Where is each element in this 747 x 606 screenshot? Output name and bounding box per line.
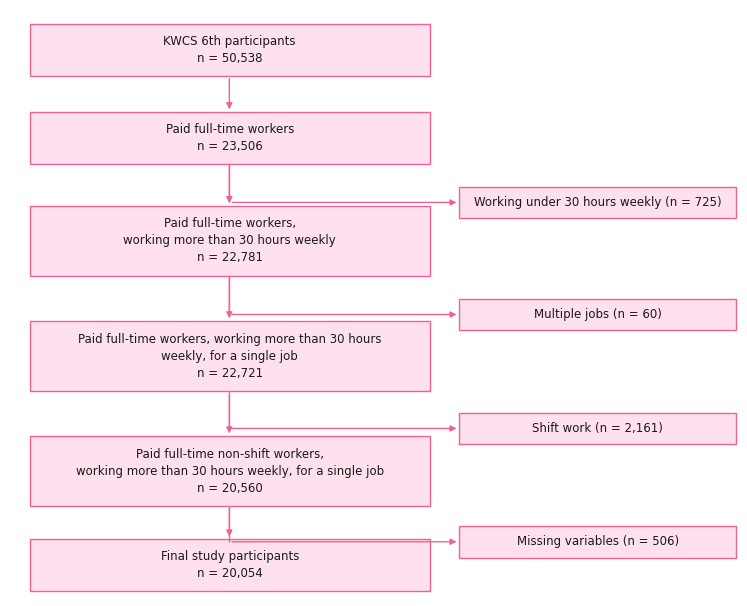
Text: KWCS 6th participants
n = 50,538: KWCS 6th participants n = 50,538 [164,35,296,65]
FancyBboxPatch shape [459,413,736,444]
FancyBboxPatch shape [459,187,736,218]
Text: Final study participants
n = 20,054: Final study participants n = 20,054 [161,550,299,580]
FancyBboxPatch shape [30,436,430,506]
Text: Shift work (n = 2,161): Shift work (n = 2,161) [532,422,663,435]
Text: Paid full-time non-shift workers,
working more than 30 hours weekly, for a singl: Paid full-time non-shift workers, workin… [75,448,384,494]
FancyBboxPatch shape [30,112,430,164]
FancyBboxPatch shape [30,24,430,76]
Text: Paid full-time workers, working more than 30 hours
weekly, for a single job
n = : Paid full-time workers, working more tha… [78,333,382,379]
FancyBboxPatch shape [30,321,430,391]
FancyBboxPatch shape [459,299,736,330]
Text: Working under 30 hours weekly (n = 725): Working under 30 hours weekly (n = 725) [474,196,722,209]
Text: Multiple jobs (n = 60): Multiple jobs (n = 60) [533,308,662,321]
Text: Paid full-time workers
n = 23,506: Paid full-time workers n = 23,506 [166,123,294,153]
FancyBboxPatch shape [459,526,736,558]
Text: Paid full-time workers,
working more than 30 hours weekly
n = 22,781: Paid full-time workers, working more tha… [123,218,336,264]
Text: Missing variables (n = 506): Missing variables (n = 506) [516,535,679,548]
FancyBboxPatch shape [30,206,430,276]
FancyBboxPatch shape [30,539,430,591]
